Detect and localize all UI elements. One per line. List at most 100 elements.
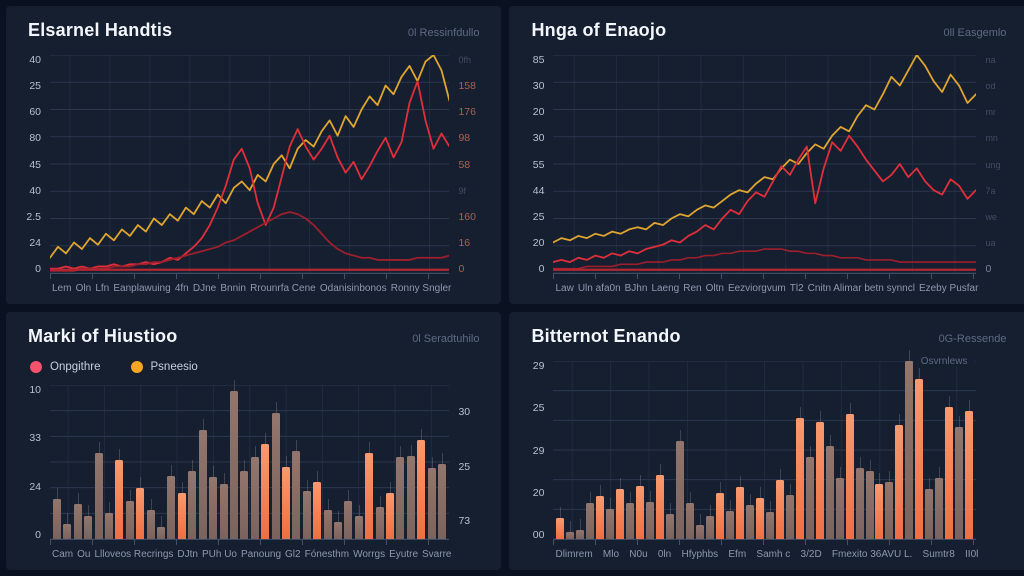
- bar-wick: [630, 492, 632, 504]
- axis-label: Odanisinbonos: [319, 283, 387, 294]
- bar: [586, 492, 595, 539]
- axis-label: 40: [29, 184, 41, 197]
- bar-wick: [879, 472, 881, 484]
- legend-dot-red-icon: [30, 361, 42, 373]
- y-axis-right: na od mr mn ung 7a we ua 0: [976, 55, 1010, 274]
- axis-label: 0: [985, 263, 992, 275]
- axis-label: 29: [532, 360, 545, 372]
- bar: [686, 492, 695, 539]
- bar-wick: [348, 489, 350, 501]
- axis-label: 44: [532, 184, 545, 197]
- bar: [785, 483, 794, 539]
- bar: [167, 464, 176, 539]
- bar-wick: [660, 463, 662, 475]
- axis-label: 16: [458, 236, 471, 249]
- bar: [676, 430, 685, 539]
- bar: [805, 446, 814, 539]
- axis-label: 20: [532, 486, 545, 499]
- legend-item-onpgithre[interactable]: Onpgithre: [30, 361, 101, 373]
- line-plot: [553, 55, 977, 274]
- x-axis-labels: Law Uln afa0n BJhn Laeng Ren Oltn Eezviorgvum T…: [553, 283, 980, 294]
- bar: [136, 477, 145, 539]
- axis-label: Eanplawuing: [113, 283, 171, 294]
- bar: [815, 410, 824, 539]
- bar: [229, 380, 238, 539]
- bar-wick: [192, 460, 194, 472]
- axis-label: 25: [29, 80, 41, 93]
- axis-label: Cam: [52, 549, 74, 560]
- bar: [795, 406, 804, 539]
- bar: [333, 511, 342, 539]
- bar: [925, 478, 934, 539]
- bar-wick: [600, 485, 602, 497]
- bar-wick: [969, 399, 971, 411]
- bar-wick: [233, 380, 235, 392]
- panel-bar-chart-2: Bitternot Enando 0G-Ressende 29 25 29 20 00 …: [509, 312, 1024, 570]
- bar: [63, 512, 72, 539]
- axis-label: 7a: [985, 185, 996, 196]
- axis-label: Law: [555, 283, 574, 294]
- bar-wick: [202, 418, 204, 430]
- bar-wick: [119, 449, 121, 461]
- chart-area: 40 25 60 80 45 40 2.5 24 0 0fh 158 176 98 58 9f 160 16 0: [20, 55, 483, 275]
- axis-label: 4fn: [174, 283, 189, 294]
- bar-wick: [809, 446, 811, 458]
- axis-label: 30: [532, 80, 545, 93]
- axis-label: Ezeby Pusfar: [918, 283, 979, 294]
- bar: [271, 401, 280, 539]
- bar-wick: [275, 401, 277, 413]
- bar-wick: [759, 487, 761, 499]
- axis-label: Uln afa0n: [577, 283, 621, 294]
- axis-label: Eezviorgvum: [727, 283, 786, 294]
- bar: [438, 452, 447, 539]
- bar-wick: [949, 396, 951, 408]
- bar: [935, 467, 944, 539]
- axis-label: 98: [458, 132, 471, 145]
- panel-subtitle: 0l Ressinfdullo: [407, 27, 480, 39]
- bar-wick: [789, 483, 791, 495]
- x-axis-labels: Dlimrem Mlo N0u 0ln Hfyphbs Efm Samh c 3/2D Fmex…: [553, 549, 980, 560]
- bar: [636, 474, 645, 539]
- bar: [855, 456, 864, 539]
- bar-wick: [749, 494, 751, 506]
- bar: [302, 480, 311, 539]
- bar-wick: [109, 501, 111, 513]
- bar-wick: [570, 520, 572, 532]
- legend: Onpgithre Psneesio: [30, 361, 483, 373]
- bar: [696, 513, 705, 539]
- axis-label: Cnitn Alimar betn synncl: [807, 283, 915, 294]
- axis-label: 55: [532, 158, 545, 171]
- bar-wick: [739, 476, 741, 488]
- axis-label: Gl2: [285, 549, 301, 560]
- y-axis-left: 10 33 24 0: [20, 385, 50, 540]
- x-axis-labels: Lem Oln Lfn Eanplawuing 4fn DJne Bnnin Rrounrfa…: [50, 283, 453, 294]
- axis-label: 0ln: [657, 549, 672, 560]
- panel-header: Elsarnel Handtis 0l Ressinfdullo: [28, 20, 479, 41]
- bar-wick: [369, 441, 371, 453]
- bar: [566, 520, 575, 539]
- bar: [825, 435, 834, 539]
- axis-label: 24: [29, 480, 41, 493]
- axis-label: Efm: [728, 549, 747, 560]
- axis-label: Bnnin: [220, 283, 246, 294]
- legend-label: Onpgithre: [50, 361, 101, 373]
- bar-wick: [799, 406, 801, 418]
- bar-wick: [560, 506, 562, 518]
- bar-wick: [729, 499, 731, 511]
- bar: [875, 472, 884, 539]
- line-chart-svg: [553, 55, 976, 273]
- panel-line-chart-2: Hnga of Enaojo 0ll Easgemlo 85 30 20 30 55 44…: [509, 6, 1024, 304]
- legend-item-psneesio[interactable]: Psneesio: [130, 361, 198, 373]
- bar-wick: [650, 490, 652, 502]
- axis-label: Llloveos Recrings: [94, 549, 174, 560]
- bar-wick: [98, 441, 100, 453]
- panel-title: Hnga of Enaojo: [531, 20, 667, 40]
- panel-bar-chart-1: Marki of Hiustioo 0l Seradtuhilo Onpgith…: [6, 312, 502, 570]
- bar-wick: [829, 435, 831, 447]
- axis-label: PUh Uo: [201, 549, 237, 560]
- bars: [553, 350, 976, 539]
- bar: [835, 467, 844, 539]
- axis-label: 00: [532, 529, 545, 541]
- axis-label: II0l: [965, 549, 979, 560]
- bar-wick: [140, 477, 142, 489]
